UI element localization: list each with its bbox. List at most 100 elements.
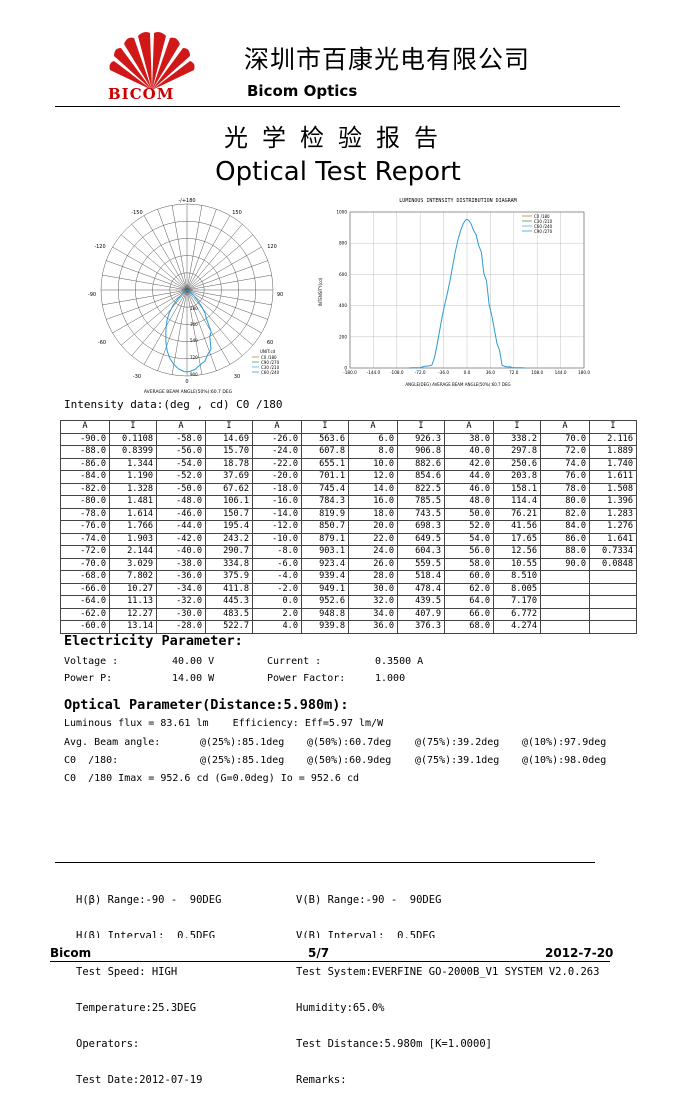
table-cell: -84.0 (60, 470, 110, 484)
table-header-cell: I (205, 420, 253, 434)
polar-caption: AVERAGE BEAM ANGLE(50%):60.7 DEG (144, 389, 233, 395)
polar-intensity-chart: -/+180 -150 150 -120 120 -90 90 -60 60 -… (88, 198, 283, 395)
table-cell: 86.0 (540, 532, 590, 546)
table-cell (589, 570, 637, 584)
table-cell: -76.0 (60, 520, 110, 534)
table-cell: 6.772 (493, 607, 541, 621)
polar-radial-tick: 360 (190, 322, 198, 327)
table-cell: 54.0 (444, 532, 494, 546)
table-cell: -56.0 (156, 445, 206, 459)
test-info-left: H(β) Range:-90 - 90DEG H(β) Interval: 0.… (76, 870, 221, 1098)
table-cell (589, 620, 637, 634)
voltage-label: Voltage : (64, 656, 119, 667)
table-cell: 16.0 (348, 495, 398, 509)
optical-title: Optical Parameter(Distance:5.980m): (64, 697, 349, 713)
table-cell: -20.0 (252, 470, 302, 484)
table-row: -60.0 13.14 -28.0 522.7 4.0 939.8 36.0 376.3 68.… (60, 620, 637, 634)
table-cell: 12.0 (348, 470, 398, 484)
chart-xlabel: ANGLE(DEG) AVERAGE BEAM ANGLE(50%):60.7 … (405, 382, 510, 387)
table-cell: 10.27 (109, 582, 157, 596)
table-cell: 649.5 (397, 532, 445, 546)
table-cell: 32.0 (348, 595, 398, 609)
table-cell: -38.0 (156, 557, 206, 571)
table-cell: -48.0 (156, 495, 206, 509)
table-cell: -46.0 (156, 507, 206, 521)
chart-x-tick: -36.0 (438, 370, 449, 375)
chart-legend-item: C60 /240 (534, 224, 553, 229)
table-cell: 290.7 (205, 545, 253, 559)
table-cell: 14.69 (205, 432, 253, 446)
table-cell: 518.4 (397, 570, 445, 584)
info-line: Temperature:25.3DEG (76, 1002, 197, 1014)
polar-label-r2: 90 (277, 292, 283, 298)
table-cell: 203.8 (493, 470, 541, 484)
table-cell: 36.0 (348, 620, 398, 634)
table-cell: -80.0 (60, 495, 110, 509)
table-cell: 948.8 (301, 607, 349, 621)
table-cell: 24.0 (348, 545, 398, 559)
polar-radial-tick: 900 (190, 372, 198, 377)
table-cell: -58.0 (156, 432, 206, 446)
table-cell: -66.0 (60, 582, 110, 596)
chart-legend-item: C0 /180 (534, 214, 550, 219)
polar-grid-spoke (186, 289, 231, 365)
table-cell: 22.0 (348, 532, 398, 546)
info-line: Humidity:65.0% (296, 1002, 385, 1014)
chart-x-tick: -180.0 (343, 370, 357, 375)
table-cell: 1.641 (589, 532, 637, 546)
avg-beam-value: @(75%):39.2deg (415, 737, 500, 748)
polar-radial-tick: 540 (190, 338, 198, 343)
table-cell: 70.0 (540, 432, 590, 446)
power-label: Power P: (64, 673, 113, 684)
power-factor-value: 1.000 (375, 673, 406, 684)
table-cell: 243.2 (205, 532, 253, 546)
info-line: Operators: (76, 1038, 140, 1050)
table-row: -70.0 3.029 -38.0 334.8 -6.0 923.4 26.0 559.5 58… (60, 557, 637, 571)
table-row: -68.0 7.802 -36.0 375.9 -4.0 939.4 28.0 518.4 60… (60, 570, 637, 584)
table-cell: 784.3 (301, 495, 349, 509)
table-cell: 879.1 (301, 532, 349, 546)
table-cell: -30.0 (156, 607, 206, 621)
table-cell: 563.6 (301, 432, 349, 446)
table-cell: 785.5 (397, 495, 445, 509)
polar-grid-spoke (186, 215, 231, 291)
polar-label-bl: -30 (133, 374, 141, 380)
info-line: Test Date:2012-07-19 (76, 1074, 203, 1086)
table-cell: -10.0 (252, 532, 302, 546)
table-cell: 18.78 (205, 457, 253, 471)
table-cell: -82.0 (60, 482, 110, 496)
chart-x-tick: -108.0 (390, 370, 404, 375)
table-cell: 1.766 (109, 520, 157, 534)
voltage-value: 40.00 V (172, 656, 215, 667)
brand-word: BICOM (108, 85, 175, 103)
table-cell: 1.190 (109, 470, 157, 484)
table-header-cell: I (109, 420, 157, 434)
polar-legend-item: C60 /240 (261, 370, 280, 375)
table-cell: -24.0 (252, 445, 302, 459)
table-cell: 158.1 (493, 482, 541, 496)
power-factor-label: Power Factor: (267, 673, 346, 684)
polar-grid-spoke (186, 274, 272, 291)
table-cell: 604.3 (397, 545, 445, 559)
table-cell: 106.1 (205, 495, 253, 509)
table-cell: 74.0 (540, 457, 590, 471)
polar-grid-spoke (186, 209, 217, 291)
table-header-cell: A (540, 420, 590, 434)
table-cell: 655.1 (301, 457, 349, 471)
table-cell: 2.116 (589, 432, 637, 446)
table-cell: 30.0 (348, 582, 398, 596)
chart-x-tick: 144.0 (555, 370, 567, 375)
polar-grid-spoke (186, 260, 268, 291)
chart-y-tick: 800 (339, 241, 347, 246)
table-row: -74.0 1.903 -42.0 243.2 -10.0 879.1 22.0 649.5 5… (60, 532, 637, 546)
table-cell: 4.0 (252, 620, 302, 634)
table-cell: -70.0 (60, 557, 110, 571)
table-cell: 882.6 (397, 457, 445, 471)
table-cell: 2.0 (252, 607, 302, 621)
c0-beam-value: @(50%):60.9deg (307, 755, 392, 766)
table-cell: 1.344 (109, 457, 157, 471)
table-cell: -54.0 (156, 457, 206, 471)
report-title-cn: 光学检验报告 (224, 124, 452, 152)
table-cell: 1.508 (589, 482, 637, 496)
polar-legend-title: UNIT:cd (260, 349, 276, 354)
